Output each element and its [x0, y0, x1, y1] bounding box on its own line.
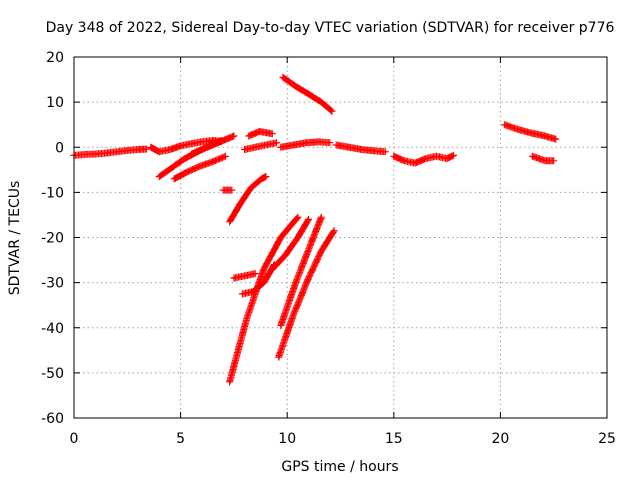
data-segment: [528, 152, 558, 165]
y-tick-label: 10: [46, 95, 64, 111]
data-segment: [279, 73, 336, 115]
data-segment: [277, 213, 325, 329]
x-tick-label: 5: [176, 431, 185, 447]
data-segment: [268, 215, 312, 273]
data-marker-track: [279, 73, 336, 115]
y-tick-label: 0: [55, 140, 64, 156]
data-marker-track: [275, 227, 338, 361]
x-tick-label: 15: [385, 431, 403, 447]
y-tick-label: -30: [41, 276, 64, 292]
data-segment: [275, 227, 338, 361]
x-tick-label: 25: [598, 431, 616, 447]
x-axis-label: GPS time / hours: [281, 459, 398, 475]
data-marker-track: [501, 121, 560, 143]
data-marker-track: [241, 139, 280, 153]
data-segment: [230, 270, 259, 282]
data-segment: [226, 173, 270, 226]
data-marker-track: [277, 138, 334, 151]
data-marker-track: [170, 152, 229, 183]
data-segment: [219, 186, 236, 194]
data-segment: [501, 121, 560, 143]
data-segment: [277, 138, 334, 151]
plot-frame: [73, 56, 608, 419]
y-tick-label: -10: [41, 185, 64, 201]
data-marker-track: [226, 173, 270, 226]
data-marker-track: [230, 270, 259, 282]
data-segment: [187, 132, 238, 158]
data-marker-track: [528, 152, 558, 165]
y-axis-label: SDTVAR / TECUs: [7, 181, 23, 296]
y-tick-label: 20: [46, 50, 64, 66]
data-segment: [390, 151, 457, 167]
data-marker-track: [332, 141, 389, 156]
frame-layer: [73, 56, 608, 419]
data-segment: [245, 128, 276, 140]
data-layer: [70, 73, 560, 386]
x-tick-label: 20: [491, 431, 509, 447]
tick-label-layer: 0 5 10 15 20 25 20 10 0 -10 -20 -30 -40 -50 -60: [41, 50, 616, 447]
data-segment: [170, 152, 229, 183]
chart-title: Day 348 of 2022, Sidereal Day-to-day VTE…: [46, 20, 615, 36]
data-segment: [241, 139, 280, 153]
data-marker-track: [268, 215, 312, 273]
data-segment: [332, 141, 389, 156]
data-marker-track: [245, 128, 276, 140]
y-tick-label: -20: [41, 231, 64, 247]
data-marker-track: [277, 213, 325, 329]
y-tick-label: -40: [41, 321, 64, 337]
data-marker-track: [390, 151, 457, 167]
grid-layer: [74, 57, 607, 418]
x-tick-label: 0: [70, 431, 79, 447]
y-tick-label: -60: [41, 411, 64, 427]
y-tick-label: -50: [41, 366, 64, 382]
data-marker-track: [187, 132, 238, 158]
data-marker-track: [219, 186, 236, 194]
x-tick-label: 10: [278, 431, 296, 447]
